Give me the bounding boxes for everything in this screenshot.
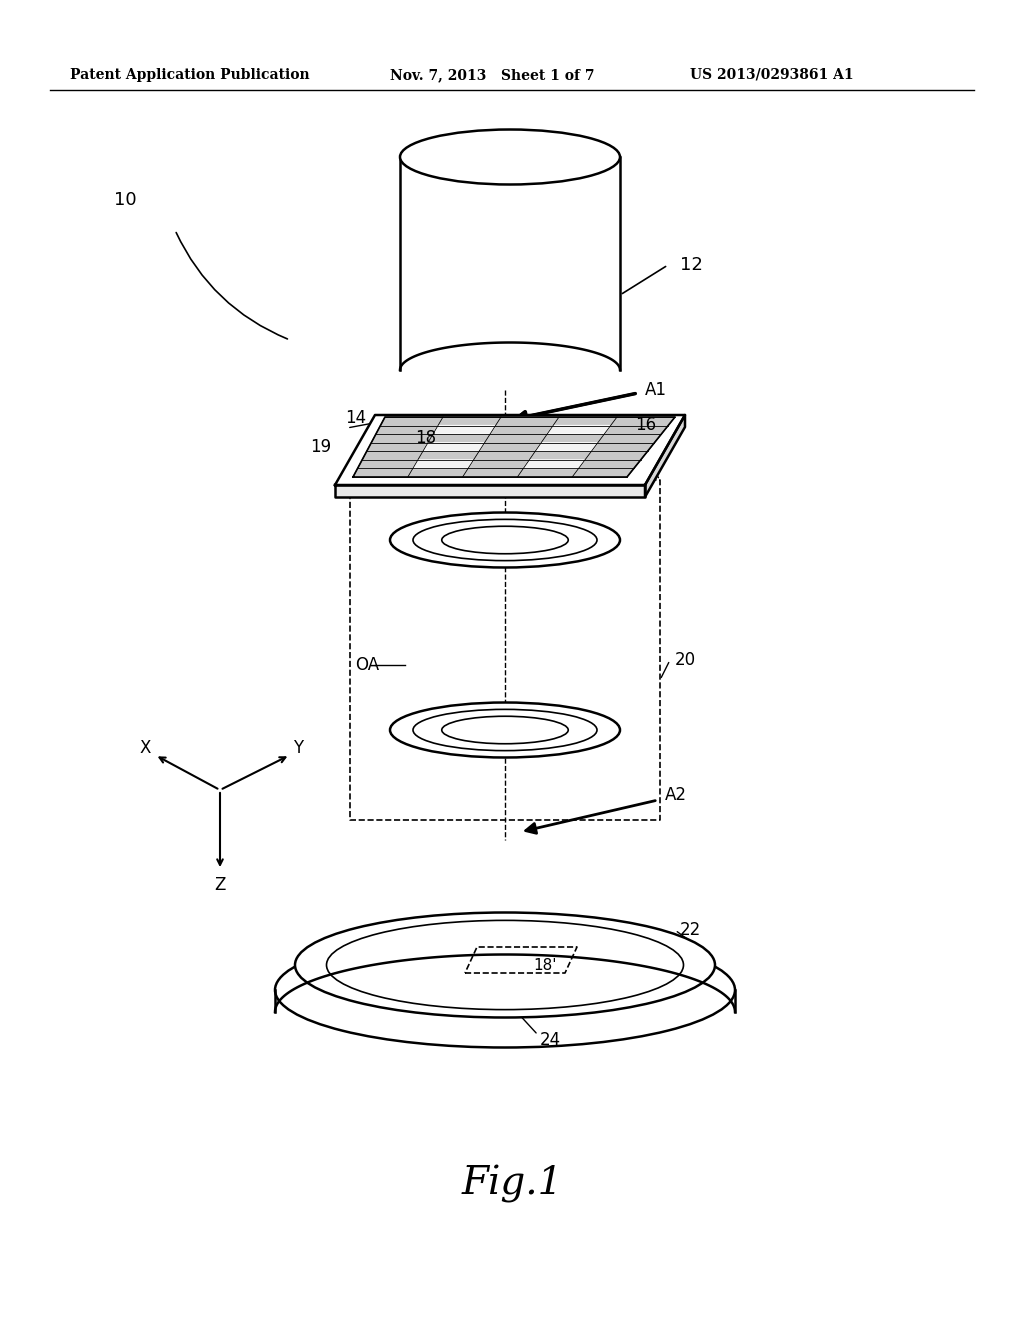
Text: 14: 14 <box>345 409 367 426</box>
Polygon shape <box>536 442 598 451</box>
Polygon shape <box>523 459 585 469</box>
Ellipse shape <box>400 129 620 185</box>
Polygon shape <box>335 484 645 498</box>
Text: 18': 18' <box>534 957 556 973</box>
Ellipse shape <box>295 912 715 1018</box>
Polygon shape <box>353 417 675 477</box>
Ellipse shape <box>390 512 620 568</box>
Text: 18: 18 <box>415 429 436 447</box>
Text: A1: A1 <box>645 381 667 399</box>
Polygon shape <box>413 459 473 469</box>
Text: 16: 16 <box>635 416 656 434</box>
Ellipse shape <box>390 702 620 758</box>
Text: 12: 12 <box>680 256 702 275</box>
Text: OA: OA <box>355 656 379 675</box>
Polygon shape <box>335 414 685 484</box>
Polygon shape <box>423 442 484 451</box>
Text: A2: A2 <box>665 785 687 804</box>
Text: Z: Z <box>214 876 225 894</box>
Text: US 2013/0293861 A1: US 2013/0293861 A1 <box>690 69 854 82</box>
Text: Y: Y <box>293 739 303 756</box>
Text: X: X <box>139 739 151 756</box>
Text: 20: 20 <box>675 651 696 669</box>
Text: 19: 19 <box>310 438 331 455</box>
Text: Fig.1: Fig.1 <box>462 1166 562 1203</box>
Text: 22: 22 <box>680 921 701 939</box>
Polygon shape <box>645 414 685 498</box>
Polygon shape <box>433 425 496 434</box>
Text: Patent Application Publication: Patent Application Publication <box>70 69 309 82</box>
Polygon shape <box>547 425 610 434</box>
Text: 24: 24 <box>540 1031 561 1049</box>
Text: 10: 10 <box>114 191 136 209</box>
Text: Nov. 7, 2013   Sheet 1 of 7: Nov. 7, 2013 Sheet 1 of 7 <box>390 69 595 82</box>
